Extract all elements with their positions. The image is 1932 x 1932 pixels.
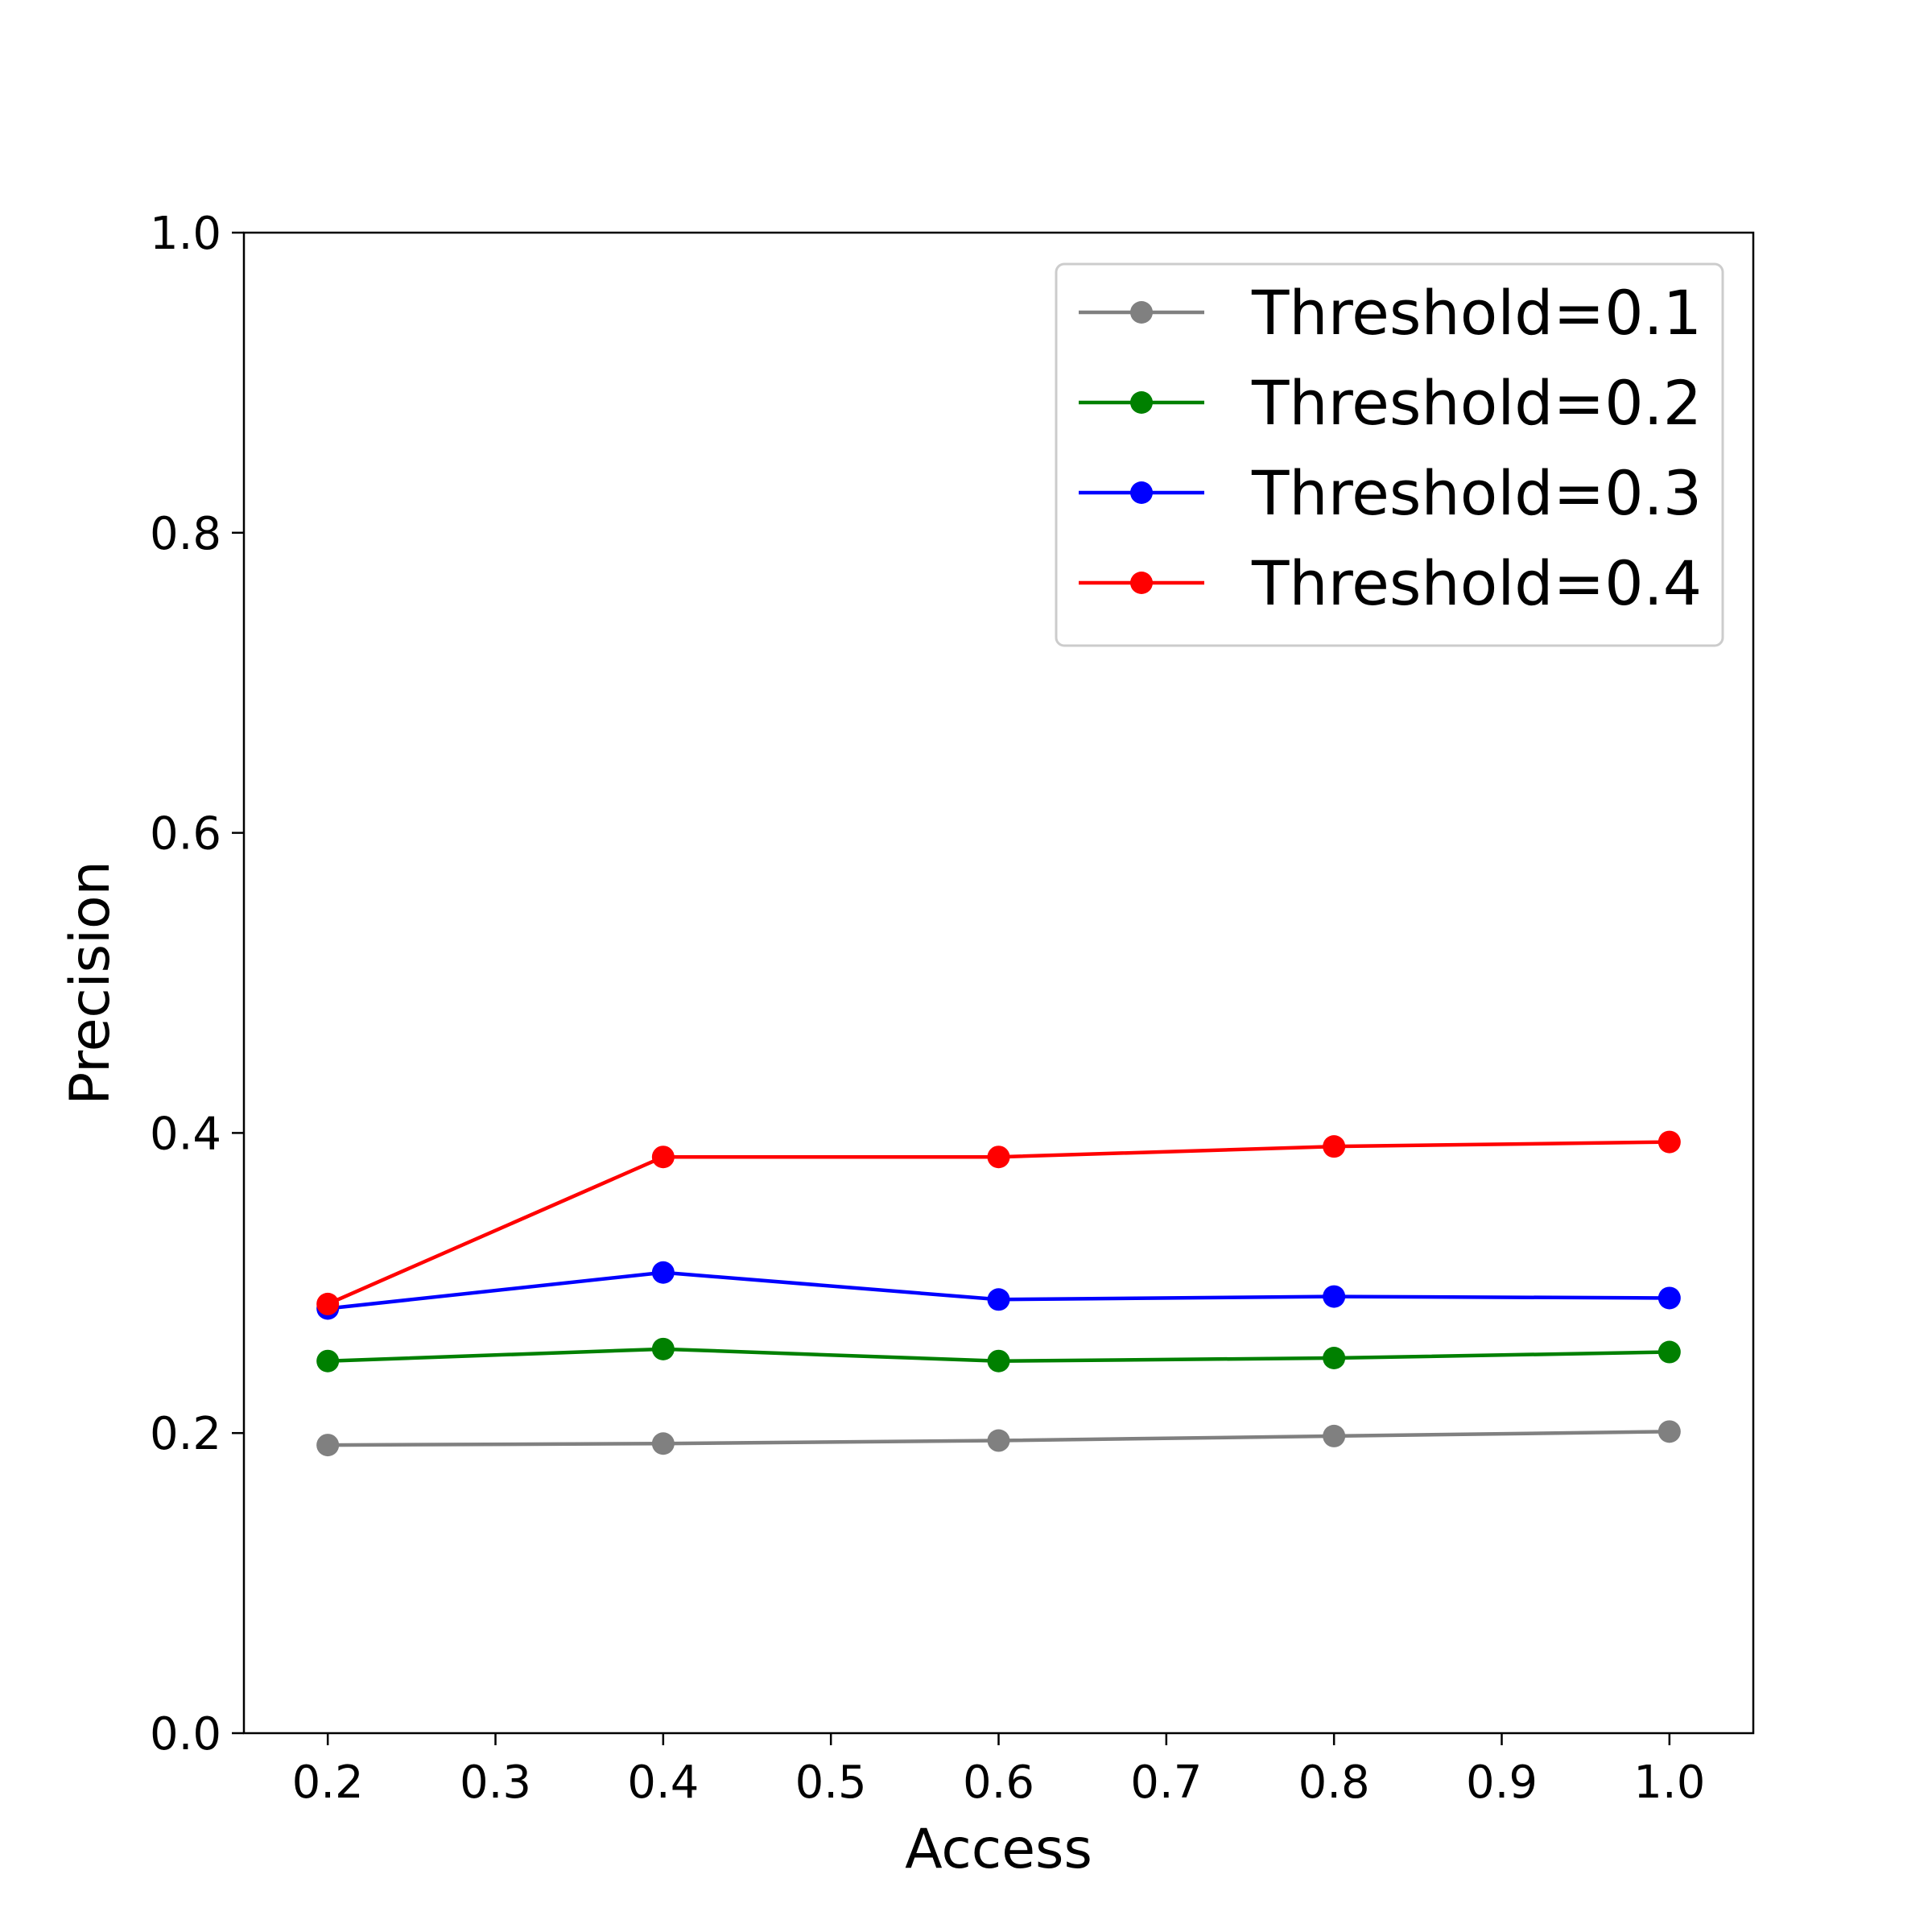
legend-item: Threshold=0.2 (1079, 367, 1702, 439)
x-tick-label: 1.0 (1633, 1757, 1705, 1809)
y-tick-label: 0.8 (150, 508, 221, 560)
legend-item: Threshold=0.1 (1079, 277, 1702, 349)
legend-marker (1130, 481, 1153, 504)
legend-label: Threshold=0.1 (1251, 277, 1702, 349)
x-tick-label: 0.4 (627, 1757, 699, 1809)
data-point (651, 1146, 675, 1169)
data-point (316, 1349, 340, 1373)
legend-label: Threshold=0.2 (1251, 367, 1702, 439)
x-tick-label: 0.3 (460, 1757, 531, 1809)
data-point (987, 1288, 1010, 1311)
series-layer (316, 1130, 1681, 1457)
legend-item: Threshold=0.4 (1079, 547, 1702, 619)
data-point (1657, 1130, 1681, 1154)
data-point (987, 1146, 1010, 1169)
series-1 (316, 1420, 1681, 1457)
x-tick-label: 0.2 (292, 1757, 364, 1809)
legend-marker (1130, 572, 1153, 594)
legend: Threshold=0.1 Threshold=0.2 Threshold=0.3 T… (1055, 262, 1724, 647)
y-tick-label: 1.0 (150, 208, 221, 260)
x-tick-label: 0.6 (963, 1757, 1034, 1809)
y-tick-label: 0.0 (150, 1708, 221, 1761)
series-4 (316, 1130, 1681, 1315)
legend-label: Threshold=0.3 (1251, 457, 1702, 529)
y-axis-label: Precision (59, 861, 122, 1104)
data-point (1323, 1285, 1346, 1308)
legend-marker (1130, 391, 1153, 414)
data-point (1657, 1340, 1681, 1364)
data-point (316, 1434, 340, 1457)
legend-item: Threshold=0.3 (1079, 457, 1702, 529)
legend-label: Threshold=0.4 (1251, 547, 1702, 619)
series-3 (316, 1261, 1681, 1320)
data-point (1657, 1420, 1681, 1443)
y-axis: 0.0 0.2 0.4 0.6 0.8 1.0 (150, 208, 244, 1761)
y-tick-label: 0.2 (150, 1408, 221, 1460)
x-tick-label: 0.8 (1298, 1757, 1370, 1809)
data-point (1323, 1347, 1346, 1369)
data-point (987, 1429, 1010, 1452)
legend-marker (1130, 301, 1153, 324)
x-tick-label: 0.5 (795, 1757, 867, 1809)
y-tick-label: 0.4 (150, 1108, 221, 1160)
data-point (1323, 1135, 1346, 1158)
data-point (651, 1261, 675, 1284)
series-2 (316, 1337, 1681, 1373)
data-point (651, 1337, 675, 1360)
x-tick-label: 0.9 (1466, 1757, 1538, 1809)
x-axis: 0.2 0.3 0.4 0.5 0.6 0.7 0.8 0.9 1.0 (292, 1733, 1705, 1809)
data-point (316, 1292, 340, 1315)
data-point (987, 1349, 1010, 1373)
data-point (651, 1432, 675, 1455)
data-point (1323, 1424, 1346, 1447)
legend-box (1055, 262, 1724, 647)
x-tick-label: 0.7 (1130, 1757, 1202, 1809)
data-point (1657, 1286, 1681, 1310)
y-tick-label: 0.6 (150, 808, 221, 861)
x-axis-label: Access (905, 1818, 1092, 1881)
